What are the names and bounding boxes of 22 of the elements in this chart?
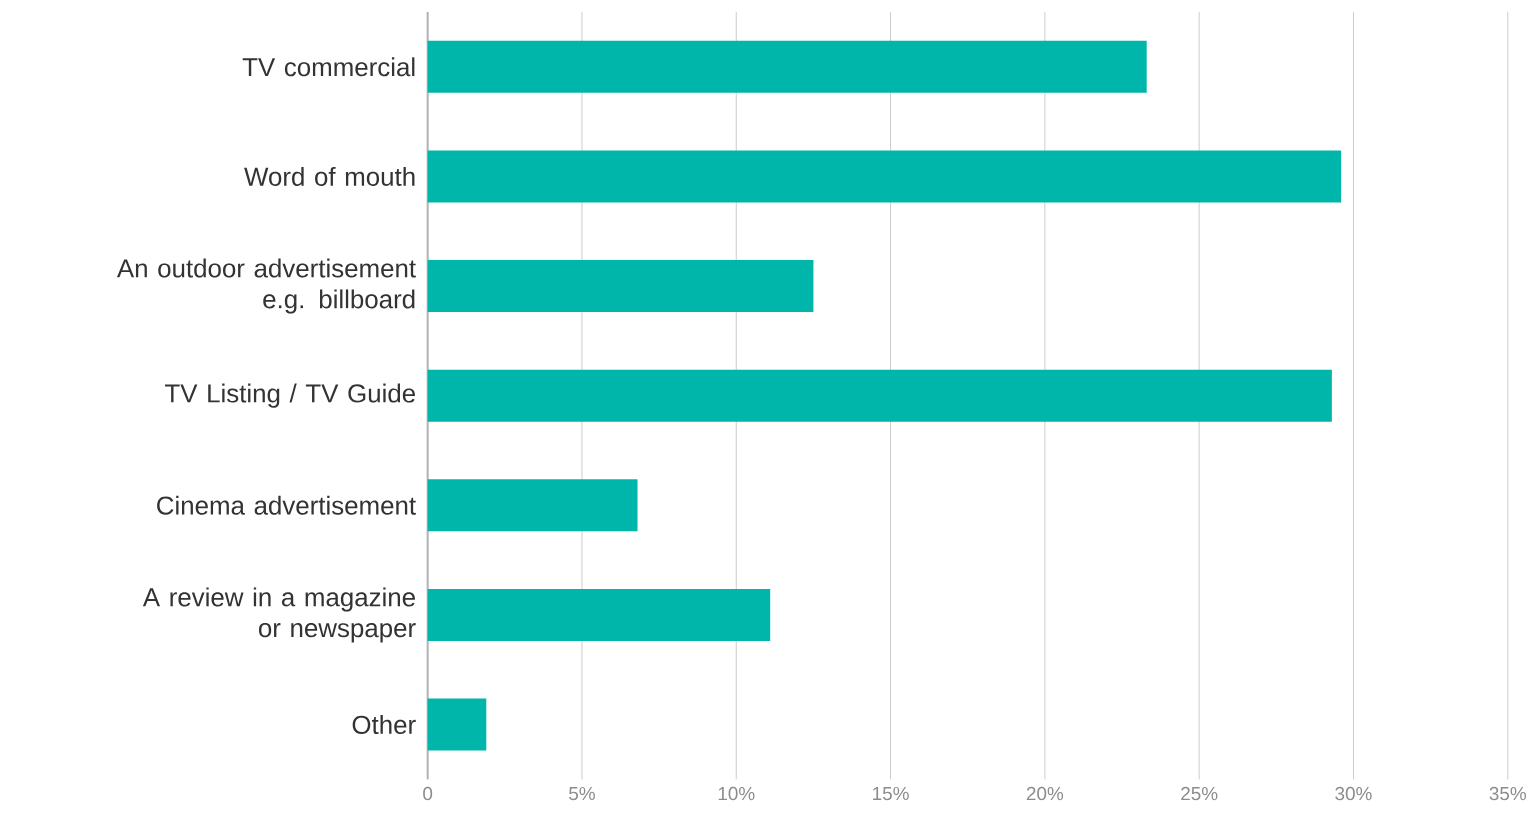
bar	[427, 40, 1147, 93]
x-tick-label: 15%	[873, 786, 909, 801]
bar	[427, 369, 1332, 422]
x-tick-label: 25%	[1181, 786, 1218, 801]
x-tick-label: 35%	[1489, 786, 1527, 801]
y-tick-label: TV Listing / TV Guide	[165, 383, 415, 408]
x-tick-label: 5%	[569, 786, 595, 801]
y-tick-label: An outdoor advertisement e.g. billboard	[116, 258, 416, 314]
y-tick-label: TV commercial	[242, 57, 415, 77]
x-tick-label: 30%	[1335, 786, 1372, 801]
bar	[427, 150, 1342, 203]
y-tick-label: Word of mouth	[244, 166, 415, 186]
y-tick-label: Cinema advertisement	[157, 495, 416, 515]
x-tick-label: 0	[423, 786, 433, 801]
x-tick-label: 20%	[1026, 786, 1064, 801]
bar	[427, 698, 487, 751]
bar	[427, 479, 638, 532]
bar	[427, 588, 771, 641]
y-tick-label: Other	[352, 714, 416, 734]
bar	[427, 259, 814, 312]
x-tick-label: 10%	[718, 786, 755, 801]
y-tick-label: A review in a magazine or newspaper	[142, 587, 416, 643]
